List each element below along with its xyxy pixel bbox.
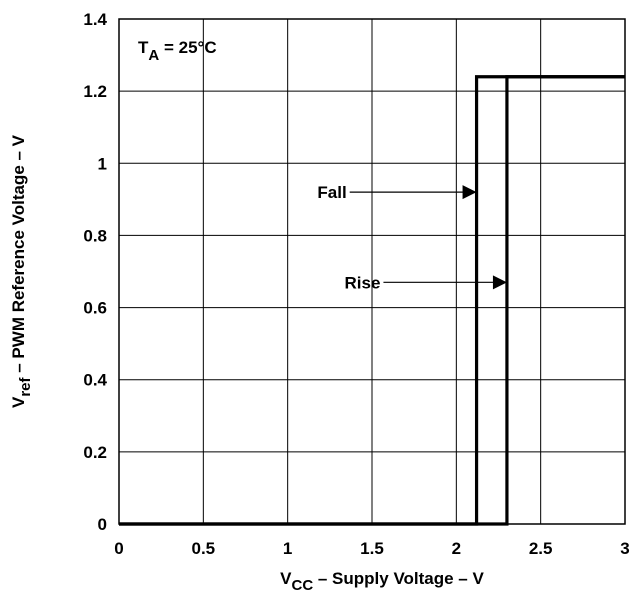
plot-frame <box>118 18 626 525</box>
y-tick-label: 0.4 <box>83 371 107 390</box>
y-tick-labels: 0 0.2 0.4 0.6 0.8 1 1.2 1.4 <box>83 10 107 534</box>
y-tick-label: 0.8 <box>83 226 107 245</box>
x-tick-label: 1 <box>283 539 292 558</box>
x-axis-title: VCC – Supply Voltage – V <box>280 569 484 592</box>
x-tick-label: 1.5 <box>360 539 384 558</box>
y-tick-label: 0.2 <box>83 443 107 462</box>
x-tick-labels: 0 0.5 1 1.5 2 2.5 3 <box>114 539 629 558</box>
x-tick-label: 0.5 <box>192 539 216 558</box>
annotation-arrowhead-rise <box>492 275 507 290</box>
x-tick-label: 3 <box>620 539 629 558</box>
x-tick-label: 2.5 <box>529 539 553 558</box>
y-tick-label: 0 <box>98 515 107 534</box>
y-tick-label: 1.2 <box>83 82 107 101</box>
plot-area-border <box>118 18 626 525</box>
grid-lines <box>119 19 625 524</box>
y-axis-title: Vref – PWM Reference Voltage – V <box>9 134 34 408</box>
y-tick-label: 0.6 <box>83 299 107 318</box>
annotation-label-rise: Rise <box>345 273 381 292</box>
y-tick-label: 1 <box>98 154 107 173</box>
x-tick-label: 2 <box>452 539 461 558</box>
annotation-arrowhead-fall <box>462 185 477 200</box>
x-tick-label: 0 <box>114 539 123 558</box>
temperature-condition-label: TA = 25°C <box>138 38 217 64</box>
annotations: Fall Rise <box>317 183 507 292</box>
annotation-label-fall: Fall <box>317 183 346 202</box>
y-tick-label: 1.4 <box>83 10 107 29</box>
